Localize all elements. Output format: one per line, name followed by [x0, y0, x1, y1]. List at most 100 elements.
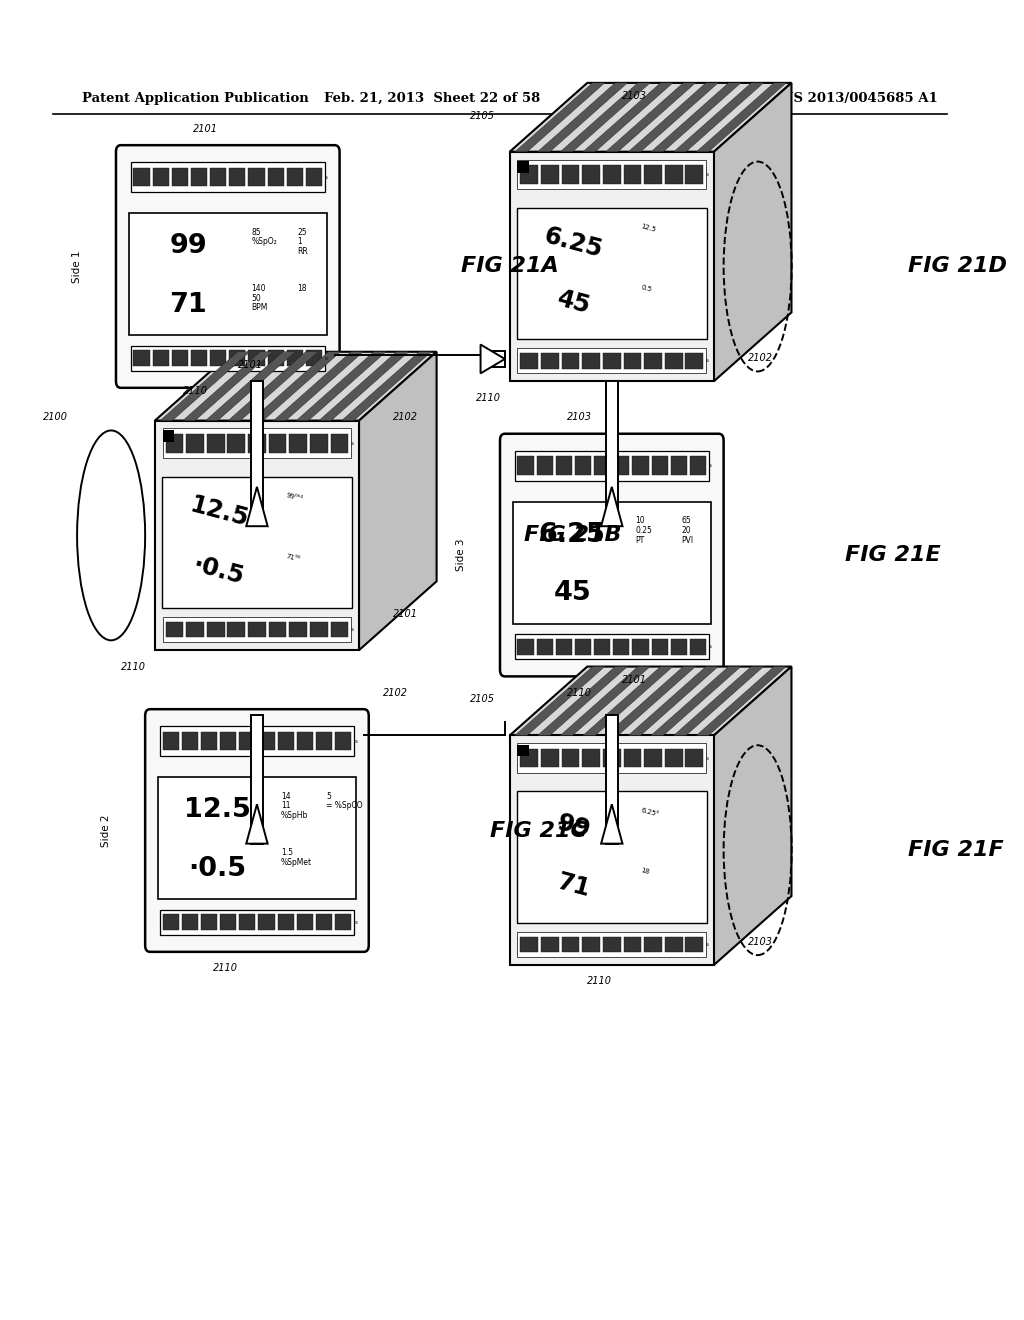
Bar: [297, 731, 313, 750]
Polygon shape: [538, 83, 628, 152]
Text: 2101: 2101: [622, 675, 646, 685]
Text: 0.5: 0.5: [640, 284, 652, 293]
Polygon shape: [359, 351, 436, 651]
Bar: [633, 457, 648, 475]
Bar: [651, 457, 668, 475]
Bar: [129, 213, 327, 335]
Text: 10
0.25
PT: 10 0.25 PT: [636, 516, 652, 545]
Polygon shape: [583, 667, 673, 735]
Bar: [644, 352, 662, 368]
Polygon shape: [629, 83, 718, 152]
Polygon shape: [510, 83, 792, 152]
Bar: [158, 777, 356, 899]
Text: 2103: 2103: [567, 412, 592, 422]
Bar: [517, 744, 529, 756]
Polygon shape: [246, 804, 267, 843]
Text: 5
= %SpCO: 5 = %SpCO: [327, 792, 362, 810]
Text: s: s: [706, 942, 708, 946]
Text: US 2013/0045685 A1: US 2013/0045685 A1: [781, 92, 938, 106]
Bar: [583, 352, 600, 368]
Bar: [515, 451, 709, 480]
Text: 99⁰ʰ⁰: 99⁰ʰ⁰: [286, 492, 304, 503]
Bar: [182, 915, 198, 931]
Bar: [130, 346, 325, 371]
Bar: [556, 639, 572, 655]
Bar: [517, 743, 707, 774]
Bar: [290, 434, 307, 453]
Text: FIG 21F: FIG 21F: [908, 841, 1005, 861]
Bar: [267, 168, 284, 186]
Polygon shape: [651, 83, 741, 152]
Text: Patent Application Publication: Patent Application Publication: [82, 92, 308, 106]
Bar: [160, 726, 354, 756]
Bar: [685, 352, 703, 368]
Bar: [251, 715, 263, 843]
Text: s: s: [325, 355, 328, 360]
Text: 1.5
%SpMet: 1.5 %SpMet: [281, 847, 312, 866]
Polygon shape: [318, 351, 409, 421]
Polygon shape: [538, 667, 628, 735]
Bar: [603, 352, 621, 368]
Text: 12.5: 12.5: [186, 492, 251, 532]
Bar: [155, 421, 359, 651]
Polygon shape: [601, 487, 623, 527]
Polygon shape: [228, 351, 318, 421]
Text: s: s: [354, 920, 357, 925]
Bar: [130, 162, 325, 193]
Bar: [210, 168, 226, 186]
Bar: [606, 380, 617, 527]
Bar: [624, 937, 641, 952]
Bar: [583, 937, 600, 952]
Text: 2100: 2100: [43, 412, 68, 422]
Bar: [644, 165, 662, 183]
Text: 12.5: 12.5: [184, 797, 251, 822]
Text: 2102: 2102: [393, 412, 418, 422]
Bar: [520, 165, 539, 183]
Bar: [306, 350, 323, 366]
Polygon shape: [714, 83, 792, 381]
Bar: [690, 639, 707, 655]
Bar: [240, 731, 255, 750]
Polygon shape: [246, 487, 267, 527]
Bar: [153, 168, 169, 186]
Bar: [603, 937, 621, 952]
Bar: [331, 622, 348, 638]
Text: s: s: [709, 644, 712, 649]
Text: 6.25: 6.25: [539, 521, 605, 548]
Polygon shape: [251, 351, 341, 421]
Text: 2110: 2110: [587, 977, 611, 986]
Text: FIG 21A: FIG 21A: [461, 256, 559, 276]
Polygon shape: [629, 667, 718, 735]
Bar: [310, 622, 328, 638]
Bar: [562, 748, 580, 767]
Bar: [517, 457, 534, 475]
Bar: [306, 168, 323, 186]
Text: 2110: 2110: [183, 387, 208, 396]
Text: 2101: 2101: [393, 609, 418, 619]
Bar: [153, 350, 169, 366]
Bar: [510, 735, 714, 965]
Bar: [517, 348, 707, 374]
Bar: [163, 915, 179, 931]
Polygon shape: [515, 667, 605, 735]
Bar: [335, 731, 351, 750]
Bar: [229, 350, 246, 366]
Bar: [220, 731, 237, 750]
Text: 71⁹⁰: 71⁹⁰: [286, 553, 301, 562]
Text: 45: 45: [553, 579, 591, 606]
Polygon shape: [515, 83, 605, 152]
Bar: [541, 165, 559, 183]
Bar: [163, 430, 174, 442]
Text: s: s: [325, 174, 328, 180]
Bar: [251, 380, 263, 527]
Text: FIG 21C: FIG 21C: [490, 821, 587, 841]
Bar: [268, 622, 287, 638]
Bar: [517, 932, 707, 957]
Bar: [515, 634, 709, 660]
Text: 2102: 2102: [383, 688, 409, 698]
Polygon shape: [674, 83, 764, 152]
Text: ·0.5: ·0.5: [188, 855, 247, 882]
Text: 85
%SpO₂: 85 %SpO₂: [252, 227, 278, 247]
Text: 2110: 2110: [567, 688, 592, 698]
Bar: [290, 622, 307, 638]
